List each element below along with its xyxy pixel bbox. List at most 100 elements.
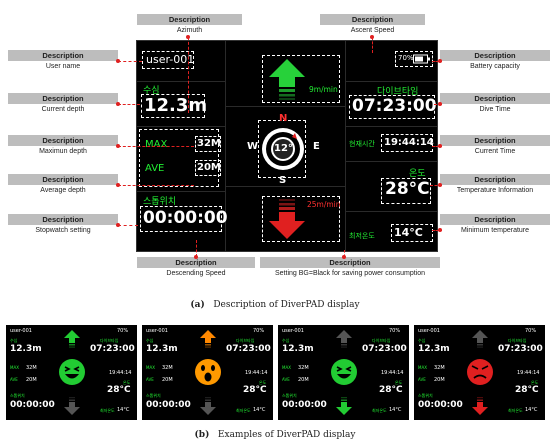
callout-header: Description: [8, 214, 118, 225]
min-temp: 14°C: [394, 226, 423, 239]
thumb-current-time: 19:44:14: [109, 370, 132, 376]
thumb-dive-time: 07:23:00: [362, 344, 407, 354]
thumb-stopwatch: 00:00:00: [146, 400, 191, 410]
compass-east: E: [313, 141, 320, 152]
thumb-temperature: 28°C: [379, 385, 403, 395]
thumb-stopwatch-label: 스톱위치: [282, 393, 297, 398]
ave-label: AVE: [145, 163, 165, 174]
descent-speed: 25m/min: [307, 200, 341, 209]
callout-text: Minimum temperature: [440, 225, 550, 236]
callout-battery: Description Battery capacity: [440, 50, 550, 72]
thumb-max-label: MAX: [418, 365, 427, 370]
thumb-temp-label: 온도: [259, 380, 267, 385]
thumb-depth-label: 수심: [418, 338, 426, 343]
callout-text: Dive Time: [440, 104, 550, 115]
thumb-temperature: 28°C: [515, 385, 539, 395]
compass-north: N: [279, 113, 288, 124]
connector-max: [118, 146, 194, 147]
temperature-box: [381, 178, 431, 204]
depth-stats-box: [139, 129, 219, 187]
thumb-min-temp-label: 최저온도: [236, 408, 251, 413]
callout-text: Current Time: [440, 146, 550, 157]
callout-descending-speed: Description Descending Speed: [137, 257, 255, 279]
callout-text: Ascent Speed: [320, 25, 425, 36]
thumb-min-temp: 14°C: [253, 407, 266, 413]
example-display-3: user-001 70% 수심 12.3m 다이브타임 07:23:00 MAX 32M AVE…: [278, 325, 409, 420]
stopwatch-box: [140, 206, 222, 232]
connector-temperature: [430, 185, 442, 186]
thumb-dive-time: 07:23:00: [226, 344, 271, 354]
temperature-label: 온도: [409, 169, 426, 179]
thumb-depth: 12.3m: [10, 344, 42, 354]
thumb-ascent-arrow-icon: [64, 330, 80, 348]
thumb-depth-label: 수심: [146, 338, 154, 343]
thumb-max: 32M: [298, 365, 309, 371]
thumb-min-temp: 14°C: [525, 407, 538, 413]
thumb-emoji-icon: [59, 359, 85, 385]
dive-time: 07:23:00: [352, 96, 437, 116]
thumb-temperature: 28°C: [107, 385, 131, 395]
compass-icon: [262, 128, 304, 170]
thumb-depth: 12.3m: [418, 344, 450, 354]
thumb-descent-arrow-icon: [200, 397, 216, 415]
callout-bg-setting: Description Setting BG=Black for saving …: [260, 257, 440, 279]
user-name: user-001: [146, 53, 195, 66]
thumb-stopwatch: 00:00:00: [282, 400, 327, 410]
thumb-min-temp-label: 최저온도: [100, 408, 115, 413]
connector-ascent: [372, 37, 373, 53]
connector-min-temp: [432, 230, 442, 231]
thumb-current-time: 19:44:14: [381, 370, 404, 376]
callout-header: Description: [440, 214, 550, 225]
thumb-user: user-001: [146, 328, 168, 334]
thumb-depth: 12.3m: [146, 344, 178, 354]
thumb-max-label: MAX: [282, 365, 291, 370]
thumb-ave-label: AVE: [10, 377, 18, 382]
stopwatch-label: 스톱위치: [143, 197, 177, 207]
depth-label: 수심: [143, 86, 160, 96]
callout-header: Description: [260, 257, 440, 268]
callout-dive-time: Description Dive Time: [440, 93, 550, 115]
callout-header: Description: [320, 14, 425, 25]
connector-ave: [118, 185, 194, 186]
compass-box: [258, 120, 306, 178]
thumb-dive-time: 07:23:00: [498, 344, 543, 354]
thumb-dive-label: 다이브타임: [100, 338, 119, 343]
callout-header: Description: [137, 257, 255, 268]
thumb-dive-time: 07:23:00: [90, 344, 135, 354]
connector-azimuth: [188, 37, 189, 113]
thumb-stopwatch-label: 스톱위치: [418, 393, 433, 398]
max-depth-box: [195, 136, 221, 152]
depth-box: [141, 94, 205, 118]
battery-icon: [413, 54, 430, 64]
thumb-battery: 70%: [525, 328, 537, 334]
thumb-dive-label: 다이브타임: [508, 338, 527, 343]
callout-text: Battery capacity: [440, 61, 550, 72]
descent-arrow-icon: [269, 199, 305, 239]
avg-depth: 20M: [197, 162, 221, 173]
callout-header: Description: [440, 174, 550, 185]
compass-south: S: [279, 175, 287, 186]
dive-time-box: [349, 95, 435, 119]
example-display-4: user-001 70% 수심 12.3m 다이브타임 07:23:00 MAX 32M AVE…: [414, 325, 545, 420]
thumb-ave: 20M: [162, 377, 173, 383]
callout-current-time: Description Current Time: [440, 135, 550, 157]
example-display-2: user-001 70% 수심 12.3m 다이브타임 07:23:00 MAX 32M AVE…: [142, 325, 273, 420]
thumb-stopwatch-label: 스톱위치: [146, 393, 161, 398]
callout-current-depth: Description Current depth: [8, 93, 118, 115]
callout-text: Descending Speed: [137, 268, 255, 279]
current-depth: 12.3m: [144, 95, 208, 116]
thumb-temp-label: 온도: [531, 380, 539, 385]
callout-text: User name: [8, 61, 118, 72]
caption-b: (b) Examples of DiverPAD display: [0, 430, 550, 440]
callout-text: Average depth: [8, 185, 118, 196]
min-temp-label: 최저온도: [349, 232, 375, 240]
compass-value: 12°: [274, 143, 293, 154]
thumb-temp-label: 온도: [123, 380, 131, 385]
current-time: 19:44:14: [384, 137, 434, 148]
thumb-min-temp: 14°C: [389, 407, 402, 413]
dive-time-label: 다이브타임: [377, 87, 419, 97]
connector-depth: [118, 104, 140, 105]
thumb-stopwatch: 00:00:00: [418, 400, 463, 410]
thumb-battery: 70%: [253, 328, 265, 334]
max-label: MAX: [145, 139, 168, 150]
